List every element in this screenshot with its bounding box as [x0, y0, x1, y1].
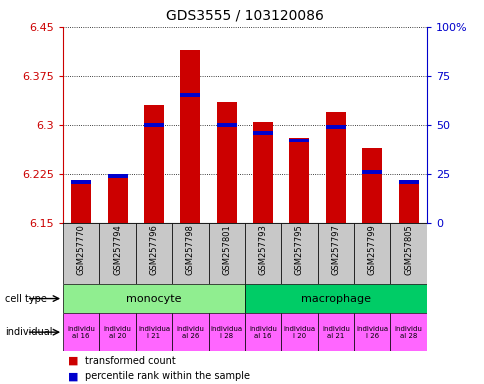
Bar: [216, 123, 236, 127]
Text: GSM257805: GSM257805: [403, 225, 412, 275]
Bar: [289, 138, 309, 223]
Text: ■: ■: [68, 371, 78, 381]
Bar: [244, 284, 426, 313]
Text: individu
al 28: individu al 28: [394, 326, 422, 339]
Text: macrophage: macrophage: [300, 293, 370, 304]
Bar: [244, 223, 281, 284]
Bar: [390, 313, 426, 351]
Text: individu
al 16: individu al 16: [67, 326, 95, 339]
Bar: [172, 223, 208, 284]
Bar: [208, 313, 244, 351]
Bar: [71, 184, 91, 223]
Bar: [244, 313, 281, 351]
Text: individua
l 20: individua l 20: [283, 326, 315, 339]
Bar: [398, 184, 418, 223]
Bar: [144, 123, 164, 127]
Text: individua
l 26: individua l 26: [355, 326, 388, 339]
Bar: [390, 223, 426, 284]
Text: GSM257770: GSM257770: [76, 225, 86, 275]
Bar: [107, 174, 127, 223]
Text: GSM257794: GSM257794: [113, 225, 122, 275]
Text: GSM257795: GSM257795: [294, 225, 303, 275]
Bar: [180, 50, 200, 223]
Bar: [362, 170, 381, 174]
Text: individua
l 21: individua l 21: [137, 326, 170, 339]
Text: GSM257799: GSM257799: [367, 225, 376, 275]
Bar: [208, 223, 244, 284]
Text: GSM257801: GSM257801: [222, 225, 231, 275]
Text: GSM257793: GSM257793: [258, 225, 267, 275]
Bar: [99, 313, 136, 351]
Text: ■: ■: [68, 356, 78, 366]
Text: individu
al 26: individu al 26: [176, 326, 204, 339]
Text: cell type: cell type: [5, 293, 46, 304]
Bar: [144, 105, 164, 223]
Text: individu
al 20: individu al 20: [104, 326, 131, 339]
Bar: [317, 223, 353, 284]
Bar: [136, 223, 172, 284]
Text: individual: individual: [5, 327, 52, 337]
Text: individu
al 21: individu al 21: [321, 326, 349, 339]
Bar: [317, 313, 353, 351]
Bar: [63, 284, 244, 313]
Bar: [281, 223, 317, 284]
Bar: [180, 93, 200, 98]
Text: transformed count: transformed count: [85, 356, 175, 366]
Bar: [281, 313, 317, 351]
Text: GSM257797: GSM257797: [331, 225, 340, 275]
Bar: [253, 122, 272, 223]
Bar: [63, 223, 99, 284]
Text: individua
l 28: individua l 28: [210, 326, 242, 339]
Bar: [353, 313, 390, 351]
Text: individu
al 16: individu al 16: [249, 326, 276, 339]
Bar: [325, 112, 345, 223]
Bar: [253, 131, 272, 135]
Text: GSM257798: GSM257798: [185, 225, 195, 275]
Bar: [99, 223, 136, 284]
Bar: [71, 180, 91, 184]
Bar: [398, 180, 418, 184]
Text: GSM257796: GSM257796: [149, 225, 158, 275]
Bar: [289, 139, 309, 142]
Bar: [63, 313, 99, 351]
Bar: [216, 102, 236, 223]
Bar: [362, 148, 381, 223]
Bar: [353, 223, 390, 284]
Bar: [136, 313, 172, 351]
Text: percentile rank within the sample: percentile rank within the sample: [85, 371, 249, 381]
Bar: [325, 125, 345, 129]
Title: GDS3555 / 103120086: GDS3555 / 103120086: [166, 9, 323, 23]
Text: monocyte: monocyte: [126, 293, 182, 304]
Bar: [172, 313, 208, 351]
Bar: [107, 174, 127, 178]
